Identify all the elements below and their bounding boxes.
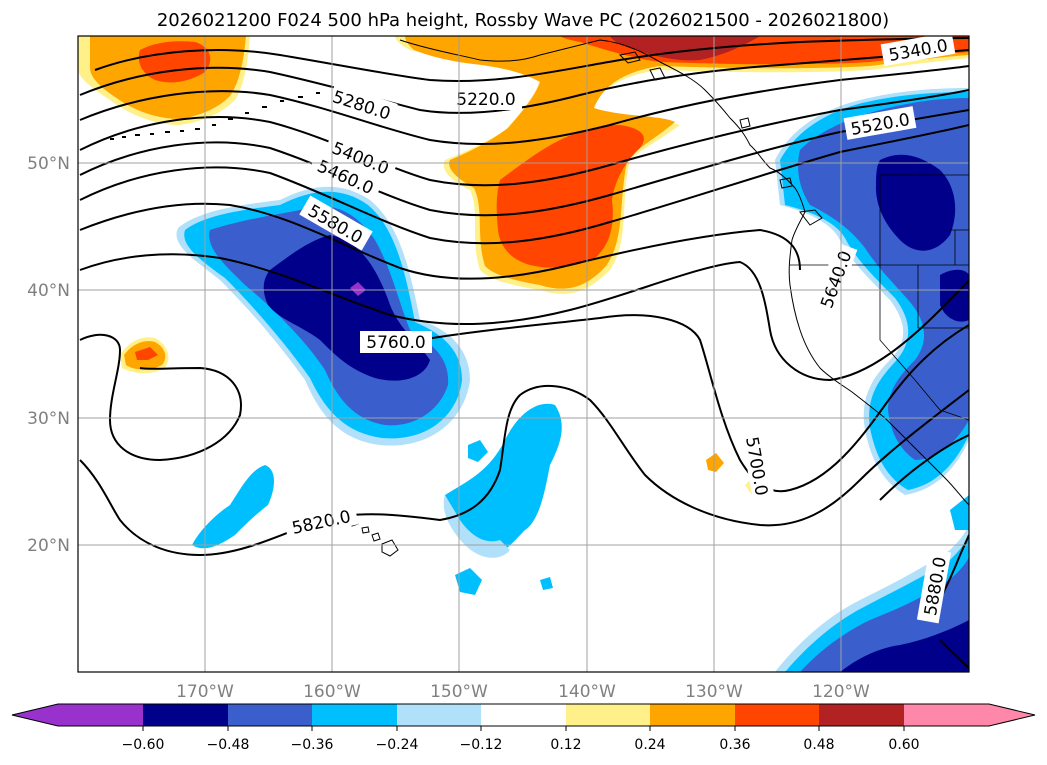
colorbar-ticks bbox=[142, 726, 905, 731]
gridlines bbox=[78, 36, 969, 672]
positive-anomaly-gulf-of-alaska bbox=[395, 36, 969, 294]
contour-label-5220: 5220.0 bbox=[456, 90, 515, 110]
colorbar-tick-label: 0.60 bbox=[888, 737, 919, 753]
colorbar-tick-label: −0.48 bbox=[207, 737, 250, 753]
colorbar-segment-5 bbox=[481, 704, 566, 726]
colorbar-tick-label: −0.60 bbox=[122, 737, 165, 753]
colorbar-segment-8 bbox=[735, 704, 819, 726]
colorbar-segment-7 bbox=[650, 704, 735, 726]
colorbar-tick-label: −0.12 bbox=[460, 737, 503, 753]
contour-5820 bbox=[879, 434, 969, 501]
colorbar-segment-1 bbox=[143, 704, 228, 726]
negative-anomaly-subtropical bbox=[192, 403, 562, 595]
colorbar-segment-6 bbox=[566, 704, 650, 726]
negative-anomaly-southeast bbox=[775, 495, 969, 672]
lon-label-140w: 140°W bbox=[558, 682, 616, 702]
lon-label-160w: 160°W bbox=[303, 682, 361, 702]
map-area: 5340.0 5220.0 5280.0 5520.0 5400.0 5460.… bbox=[78, 36, 969, 672]
colorbar-segment-3 bbox=[312, 704, 397, 726]
contour-5220 bbox=[94, 37, 969, 82]
lat-label-50: 50°N bbox=[27, 154, 70, 174]
colorbar: −0.60 −0.48 −0.36 −0.24 −0.12 0.12 0.24 … bbox=[11, 703, 1036, 753]
height-contours bbox=[79, 37, 969, 669]
longitude-labels: 170°W 160°W 150°W 140°W 130°W 120°W bbox=[176, 682, 870, 702]
colorbar-tick-label: 0.12 bbox=[550, 737, 581, 753]
colorbar-segment-0 bbox=[58, 704, 143, 726]
lon-label-120w: 120°W bbox=[812, 682, 870, 702]
aleutian-islands bbox=[110, 92, 320, 140]
contour-5760 bbox=[79, 384, 969, 557]
contour-5340 bbox=[79, 65, 969, 146]
colorbar-extend-high bbox=[989, 704, 1035, 726]
contour-label-5760: 5760.0 bbox=[366, 333, 425, 353]
colorbar-segment-9 bbox=[819, 704, 904, 726]
state-borders bbox=[790, 174, 969, 421]
contour-5700 bbox=[79, 314, 969, 493]
contour-5460 bbox=[79, 109, 969, 217]
negative-anomaly-central-pacific bbox=[176, 186, 470, 446]
colorbar-segment-4 bbox=[397, 704, 481, 726]
map-frame bbox=[77, 35, 970, 673]
lon-label-130w: 130°W bbox=[685, 682, 743, 702]
colorbar-outline bbox=[11, 703, 1036, 727]
map-title: 2026021200 F024 500 hPa height, Rossby W… bbox=[157, 10, 889, 31]
lon-label-170w: 170°W bbox=[176, 682, 234, 702]
contour-5580 bbox=[79, 202, 801, 280]
colorbar-tick-label: 0.24 bbox=[634, 737, 665, 753]
contour-5880-lower bbox=[939, 639, 969, 669]
colorbar-extend-low bbox=[12, 704, 58, 726]
colorbar-tick-label: 0.36 bbox=[719, 737, 750, 753]
contour-5400 bbox=[79, 89, 969, 187]
contour-5640 bbox=[79, 253, 969, 382]
colorbar-segment-2 bbox=[228, 704, 312, 726]
contour-5520 bbox=[79, 124, 969, 245]
colorbar-tick-label: 0.48 bbox=[803, 737, 834, 753]
lat-label-40: 40°N bbox=[27, 281, 70, 301]
lat-label-20: 20°N bbox=[27, 536, 70, 556]
colorbar-tick-label: −0.24 bbox=[376, 737, 419, 753]
colorbar-tick-label: −0.36 bbox=[291, 737, 334, 753]
latitude-labels: 50°N 40°N 30°N 20°N bbox=[27, 154, 70, 556]
coastlines bbox=[399, 39, 969, 506]
lon-label-150w: 150°W bbox=[430, 682, 488, 702]
lat-label-30: 30°N bbox=[27, 409, 70, 429]
colorbar-segment-10 bbox=[904, 704, 989, 726]
